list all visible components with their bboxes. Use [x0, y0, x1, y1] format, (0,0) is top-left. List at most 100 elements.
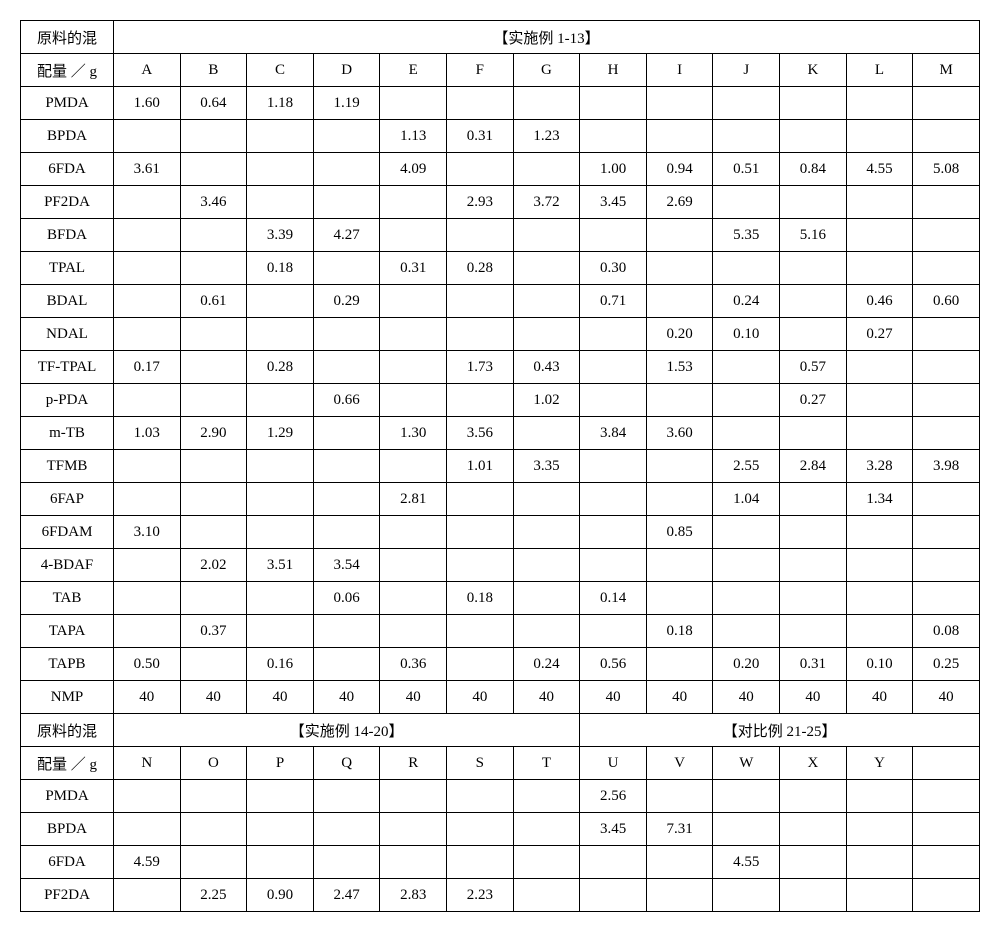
data-cell	[513, 780, 580, 813]
col-header: H	[580, 54, 647, 87]
data-cell	[247, 582, 314, 615]
row-name: PMDA	[21, 87, 114, 120]
data-cell	[846, 549, 913, 582]
data-cell: 0.25	[913, 648, 980, 681]
data-cell	[646, 780, 713, 813]
data-cell	[713, 351, 780, 384]
data-cell	[513, 549, 580, 582]
data-cell	[447, 153, 514, 186]
col-header	[913, 747, 980, 780]
table-row: p-PDA0.661.020.27	[21, 384, 980, 417]
data-cell	[380, 87, 447, 120]
data-cell	[447, 780, 514, 813]
data-cell	[380, 516, 447, 549]
data-cell	[913, 120, 980, 153]
data-cell: 0.66	[313, 384, 380, 417]
data-cell: 0.24	[713, 285, 780, 318]
data-cell: 5.35	[713, 219, 780, 252]
data-cell	[380, 780, 447, 813]
data-cell	[180, 813, 247, 846]
data-cell	[313, 351, 380, 384]
data-cell	[913, 417, 980, 450]
data-cell	[447, 219, 514, 252]
row-name: 6FDA	[21, 846, 114, 879]
data-cell	[913, 351, 980, 384]
data-cell: 3.51	[247, 549, 314, 582]
data-cell	[780, 780, 847, 813]
data-cell	[180, 780, 247, 813]
data-cell	[313, 153, 380, 186]
data-cell	[380, 615, 447, 648]
data-cell	[846, 516, 913, 549]
data-cell	[380, 846, 447, 879]
row-name: TAB	[21, 582, 114, 615]
table-row: PF2DA3.462.933.723.452.69	[21, 186, 980, 219]
data-cell	[646, 879, 713, 912]
row-header-label-line1: 原料的混	[21, 714, 114, 747]
col-header: S	[447, 747, 514, 780]
data-cell	[380, 813, 447, 846]
col-header: R	[380, 747, 447, 780]
data-cell	[846, 879, 913, 912]
data-cell	[180, 252, 247, 285]
data-cell: 40	[913, 681, 980, 714]
data-cell: 0.20	[713, 648, 780, 681]
data-cell	[447, 384, 514, 417]
data-cell: 40	[646, 681, 713, 714]
data-cell: 0.46	[846, 285, 913, 318]
data-cell: 40	[114, 681, 181, 714]
data-cell	[114, 384, 181, 417]
data-cell	[247, 615, 314, 648]
section2-cols-row: 配量 ／ g N O P Q R S T U V W X Y	[21, 747, 980, 780]
data-cell	[114, 450, 181, 483]
col-header: C	[247, 54, 314, 87]
data-cell	[380, 351, 447, 384]
data-cell: 0.18	[447, 582, 514, 615]
data-cell	[913, 219, 980, 252]
section2b-title: 【对比例 21-25】	[580, 714, 980, 747]
data-cell: 1.13	[380, 120, 447, 153]
data-cell: 1.18	[247, 87, 314, 120]
section1-title: 【实施例 1-13】	[114, 21, 980, 54]
data-cell	[513, 87, 580, 120]
data-cell	[646, 285, 713, 318]
data-cell	[513, 813, 580, 846]
data-cell	[580, 549, 647, 582]
data-cell	[513, 417, 580, 450]
data-cell: 40	[713, 681, 780, 714]
data-cell	[180, 846, 247, 879]
data-cell	[180, 483, 247, 516]
data-cell	[780, 549, 847, 582]
row-name: 6FAP	[21, 483, 114, 516]
data-cell: 0.36	[380, 648, 447, 681]
col-header: W	[713, 747, 780, 780]
row-header-label-line2: 配量 ／ g	[21, 54, 114, 87]
data-cell: 0.18	[646, 615, 713, 648]
data-cell	[313, 615, 380, 648]
data-cell	[114, 318, 181, 351]
data-cell	[380, 384, 447, 417]
data-cell: 1.19	[313, 87, 380, 120]
data-cell	[247, 384, 314, 417]
data-cell: 3.56	[447, 417, 514, 450]
data-cell	[780, 186, 847, 219]
data-cell	[313, 186, 380, 219]
data-cell	[247, 813, 314, 846]
row-name: NMP	[21, 681, 114, 714]
table-row: TAPB0.500.160.360.240.560.200.310.100.25	[21, 648, 980, 681]
data-cell	[780, 252, 847, 285]
table-row: BFDA3.394.275.355.16	[21, 219, 980, 252]
data-cell: 0.08	[913, 615, 980, 648]
data-cell	[447, 516, 514, 549]
data-cell	[713, 582, 780, 615]
data-cell: 40	[846, 681, 913, 714]
data-cell: 40	[447, 681, 514, 714]
data-cell: 2.56	[580, 780, 647, 813]
data-cell	[580, 615, 647, 648]
data-cell	[846, 351, 913, 384]
data-cell	[313, 780, 380, 813]
data-cell	[513, 318, 580, 351]
data-cell	[780, 813, 847, 846]
table-row: NMP40404040404040404040404040	[21, 681, 980, 714]
data-cell	[180, 516, 247, 549]
